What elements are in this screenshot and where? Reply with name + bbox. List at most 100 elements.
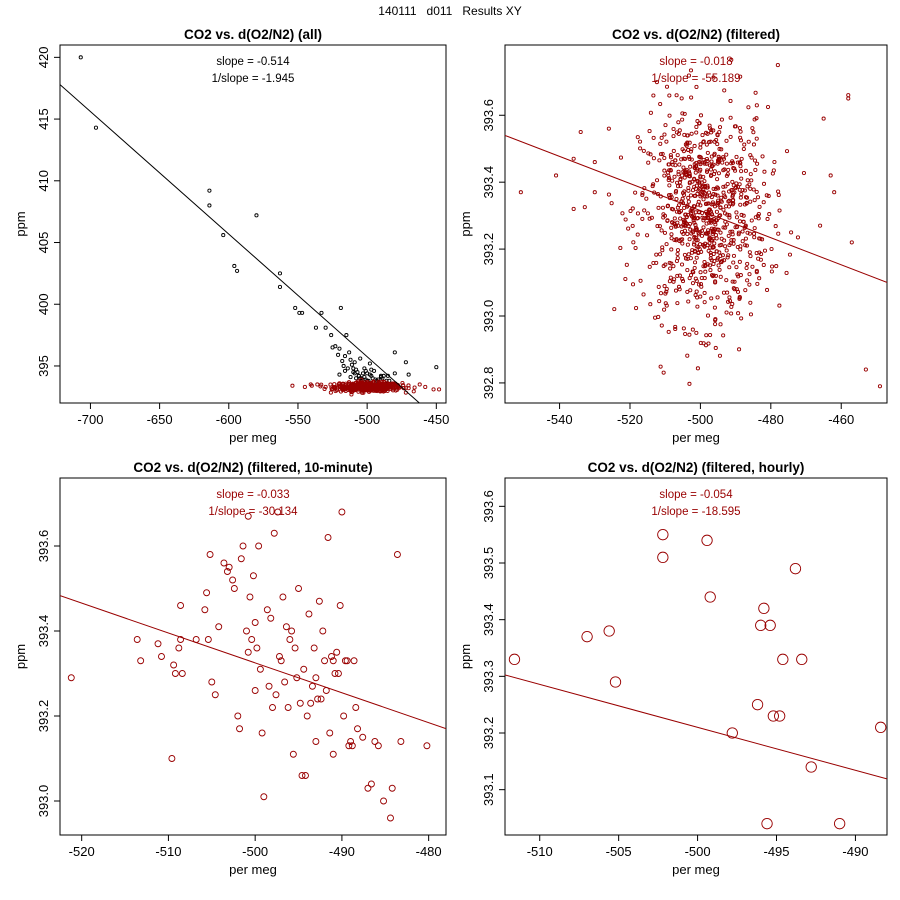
data-point — [702, 276, 707, 281]
data-point — [747, 250, 752, 255]
data-point — [728, 229, 733, 234]
data-point — [704, 169, 710, 174]
data-point — [705, 183, 710, 188]
data-point — [726, 253, 731, 258]
data-point — [345, 742, 353, 750]
data-point — [695, 295, 700, 300]
data-point — [341, 363, 346, 369]
data-point — [681, 149, 686, 154]
data-point — [784, 149, 790, 154]
data-point — [742, 142, 747, 147]
data-point — [705, 168, 710, 173]
data-point — [369, 373, 374, 378]
data-point — [695, 304, 700, 309]
data-point — [338, 305, 343, 310]
data-point — [748, 186, 753, 191]
data-point — [341, 657, 349, 665]
regression-line — [60, 595, 446, 730]
data-point — [158, 653, 165, 660]
data-point — [737, 182, 742, 187]
data-point — [724, 204, 729, 209]
data-point — [654, 260, 659, 265]
data-point — [669, 225, 674, 230]
data-point — [748, 172, 753, 177]
x-tick-label: -700 — [77, 412, 103, 427]
data-point — [658, 101, 663, 107]
data-point — [657, 299, 662, 304]
data-point — [767, 710, 779, 722]
data-point — [362, 386, 367, 391]
data-point — [877, 384, 883, 389]
data-point — [338, 389, 343, 394]
x-tick-label: -495 — [763, 844, 789, 859]
x-tick-label: -520 — [69, 844, 95, 859]
data-point — [700, 133, 705, 138]
data-point — [667, 183, 672, 188]
data-point — [745, 178, 750, 183]
data-point — [322, 386, 327, 392]
data-point — [648, 302, 653, 307]
data-point — [721, 207, 726, 212]
data-point — [692, 234, 697, 239]
data-point — [695, 202, 700, 207]
data-point — [642, 208, 647, 213]
data-point — [685, 133, 690, 138]
data-point — [761, 200, 766, 205]
data-point — [764, 193, 769, 198]
data-point — [818, 223, 823, 228]
data-point — [713, 222, 718, 227]
data-point — [725, 172, 730, 177]
chart-title: CO2 vs. d(O2/N2) (all) — [184, 27, 322, 42]
data-point — [701, 534, 713, 546]
data-point — [667, 175, 672, 181]
data-point — [367, 780, 375, 788]
y-tick-label: 393.5 — [481, 547, 496, 580]
data-point — [656, 205, 661, 210]
data-point — [207, 188, 212, 193]
data-point — [753, 167, 758, 173]
data-point — [752, 226, 757, 231]
data-point — [207, 203, 212, 208]
data-point — [687, 381, 692, 386]
data-point — [674, 93, 679, 98]
data-point — [707, 241, 712, 246]
data-point — [752, 235, 757, 240]
data-point — [695, 119, 700, 124]
data-point — [578, 129, 583, 135]
data-point — [717, 267, 722, 272]
data-point — [668, 168, 673, 173]
data-point — [805, 761, 817, 773]
data-point — [609, 201, 614, 206]
data-point — [733, 124, 738, 129]
data-point — [755, 281, 760, 286]
data-point — [376, 379, 381, 384]
data-point — [698, 145, 703, 150]
y-tick-label: 392.8 — [481, 367, 496, 400]
data-point — [754, 103, 759, 108]
data-point — [653, 315, 658, 320]
data-point — [630, 223, 635, 228]
data-point — [651, 182, 656, 187]
data-point — [833, 818, 846, 830]
data-point — [690, 327, 695, 332]
data-point — [350, 657, 358, 665]
data-point — [674, 258, 679, 264]
data-point — [400, 381, 405, 386]
data-point — [648, 110, 653, 115]
data-point — [623, 276, 628, 282]
data-point — [363, 368, 368, 373]
data-point — [675, 153, 680, 158]
data-point — [649, 215, 654, 220]
data-point — [670, 220, 675, 225]
data-point — [372, 368, 377, 373]
data-point — [752, 198, 757, 203]
data-point — [753, 215, 758, 220]
data-point — [723, 184, 728, 189]
data-point — [702, 161, 707, 166]
data-point — [706, 216, 711, 221]
data-point — [312, 674, 320, 682]
data-point — [730, 160, 735, 165]
data-point — [703, 241, 708, 246]
data-point — [715, 193, 720, 198]
data-point — [592, 190, 597, 195]
